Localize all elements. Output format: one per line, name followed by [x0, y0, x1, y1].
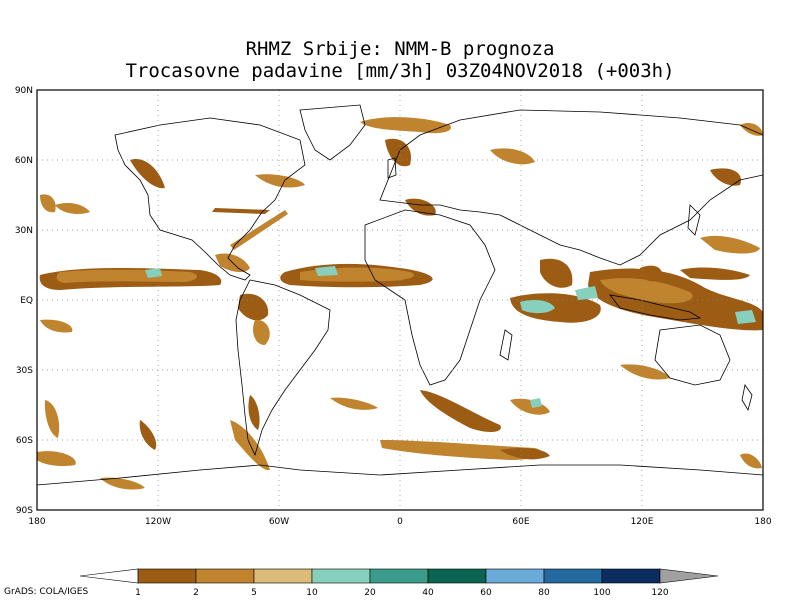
precip-area	[600, 278, 693, 304]
precip-area	[420, 390, 501, 432]
australia-outline	[654, 324, 731, 386]
precip-area	[238, 293, 269, 321]
colorbar-label: 5	[251, 588, 257, 598]
precip-area	[700, 235, 760, 254]
precip-area	[500, 448, 550, 460]
map-title: RHMZ Srbije: NMM-B prognoza	[245, 38, 555, 60]
precip-area	[405, 198, 436, 216]
colorbar-label: 80	[538, 588, 550, 598]
precip-area	[55, 202, 90, 214]
greenland-outline	[299, 104, 366, 161]
colorbar-segment	[311, 568, 371, 584]
colorbar-segment	[369, 568, 429, 584]
precip-area	[640, 265, 663, 282]
precip-area	[130, 159, 165, 189]
colorbar-segment	[427, 568, 487, 584]
precip-area	[710, 168, 741, 186]
lat-label: 30N	[15, 226, 33, 236]
precip-area	[380, 440, 542, 460]
precip-area	[530, 398, 542, 408]
colorbar-label: 20	[364, 588, 376, 598]
lat-label: 60S	[16, 436, 33, 446]
indonesia-outline	[609, 294, 702, 321]
precip-area	[56, 269, 197, 283]
precip-area	[212, 208, 270, 214]
map-frame	[36, 89, 764, 511]
precip-area	[735, 310, 756, 324]
lon-label: 120E	[631, 517, 654, 527]
lat-label: 30S	[16, 366, 33, 376]
colorbar-label: 120	[651, 588, 668, 598]
precip-area	[139, 420, 157, 450]
colorbar-segment	[601, 568, 661, 584]
precip-area	[44, 400, 60, 438]
precip-area	[620, 364, 670, 380]
precip-area	[540, 258, 573, 288]
precip-area	[740, 453, 762, 469]
precipitation-layer	[37, 117, 763, 490]
africa-outline	[364, 209, 496, 386]
colorbar-label: 100	[593, 588, 610, 598]
colorbar-over-triangle	[659, 568, 719, 584]
colorbar-label: 1	[135, 588, 141, 598]
precip-area	[40, 194, 56, 213]
colorbar-segment	[137, 568, 197, 584]
precip-area	[385, 138, 411, 167]
colorbar-under-triangle	[79, 568, 139, 584]
south-america-outline	[235, 279, 331, 457]
precip-area	[490, 148, 535, 165]
colorbar-segment	[195, 568, 255, 584]
lon-label: 180	[28, 517, 45, 527]
precip-area	[520, 300, 555, 314]
precip-area	[255, 174, 305, 188]
precip-area	[330, 397, 378, 410]
colorbar-label: 2	[193, 588, 199, 598]
precip-area	[248, 395, 260, 430]
lat-label: 60N	[15, 156, 33, 166]
new-zealand-outline	[741, 384, 753, 412]
eurasia-outline	[379, 109, 763, 266]
antarctica-outline	[37, 464, 763, 510]
precip-area	[360, 117, 451, 134]
colorbar-segment	[543, 568, 603, 584]
lon-label: 60E	[512, 517, 529, 527]
colorbar-label: 60	[480, 588, 492, 598]
precip-area	[510, 398, 550, 415]
colorbar-segment	[253, 568, 313, 584]
north-america-outline	[114, 117, 306, 281]
lon-label: 180	[754, 517, 771, 527]
japan-outline	[687, 204, 701, 236]
graticule	[37, 90, 763, 510]
colorbar-label: 10	[306, 588, 318, 598]
uk-outline	[387, 157, 397, 179]
lat-label: EQ	[20, 296, 33, 306]
coastlines	[37, 104, 763, 510]
lon-label: 60W	[269, 517, 289, 527]
lat-label: 90S	[16, 506, 33, 516]
lon-label: 120W	[145, 517, 171, 527]
colorbar-segment	[485, 568, 545, 584]
map-subtitle: Trocasovne padavine [mm/3h] 03Z04NOV2018…	[125, 60, 675, 82]
precip-area	[575, 286, 598, 300]
precip-area	[315, 266, 338, 276]
credit-text: GrADS: COLA/IGES	[4, 587, 89, 597]
precip-area	[253, 319, 270, 345]
precip-area	[680, 267, 750, 280]
colorbar-label: 40	[422, 588, 434, 598]
precip-area	[37, 451, 76, 467]
lat-label: 90N	[15, 86, 33, 96]
precip-area	[100, 477, 145, 490]
precip-area	[230, 210, 288, 250]
colorbar: 1 2 5 10 20 40 60 80 100 120	[79, 568, 719, 598]
madagascar-outline	[499, 329, 513, 361]
lon-label: 0	[397, 517, 403, 527]
precip-area	[40, 319, 73, 333]
